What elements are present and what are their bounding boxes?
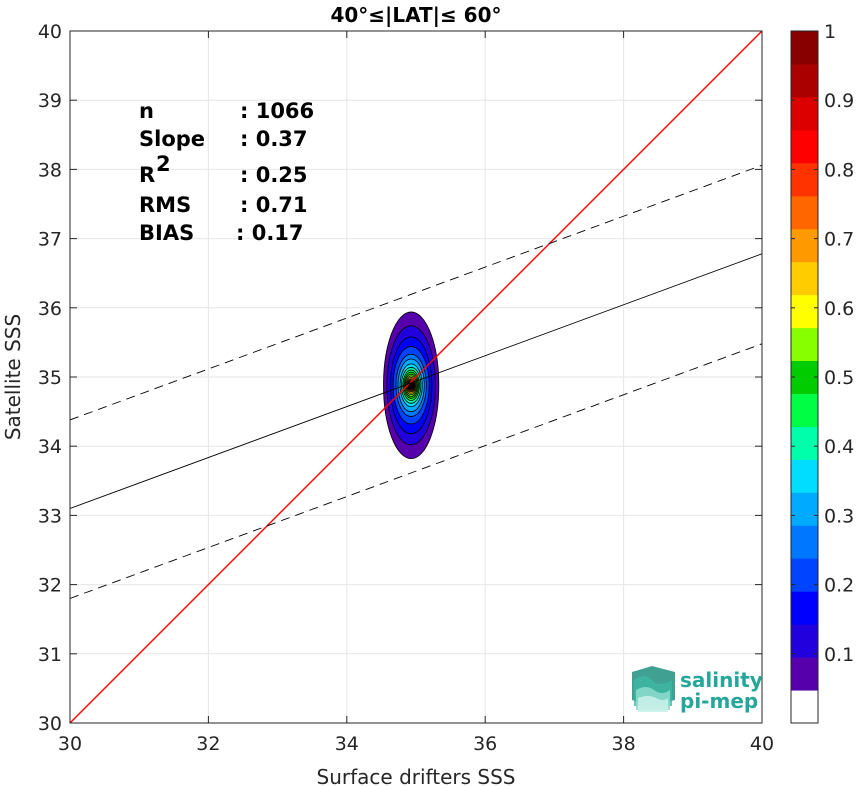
y-tick-label: 36 bbox=[38, 298, 62, 320]
colorbar-segment bbox=[791, 558, 818, 592]
x-tick-label: 38 bbox=[612, 733, 636, 755]
stat-label: RMS bbox=[139, 193, 191, 217]
stat-superscript: 2 bbox=[156, 152, 171, 176]
y-tick-label: 33 bbox=[38, 505, 62, 527]
colorbar-tick-label: 0.2 bbox=[824, 575, 854, 597]
x-tick-label: 32 bbox=[196, 733, 220, 755]
y-tick-label: 38 bbox=[38, 159, 62, 181]
waves-icon bbox=[632, 666, 675, 712]
colorbar-segment bbox=[791, 393, 818, 427]
colorbar-segment bbox=[791, 31, 818, 65]
stat-value: : 0.17 bbox=[236, 221, 304, 245]
x-axis-label: Surface drifters SSS bbox=[317, 765, 516, 786]
colorbar-segment bbox=[791, 228, 818, 263]
colorbar-segment bbox=[791, 195, 818, 230]
stat-value: : 0.37 bbox=[240, 127, 308, 151]
one-to-one-line bbox=[70, 31, 762, 723]
y-tick-label: 37 bbox=[38, 229, 62, 251]
colorbar bbox=[791, 31, 818, 724]
stat-value: : 1066 bbox=[240, 99, 314, 123]
y-axis-label: Satellite SSS bbox=[1, 314, 25, 440]
colorbar-segment bbox=[791, 96, 818, 131]
stat-value: : 0.25 bbox=[240, 163, 308, 187]
y-tick-label: 34 bbox=[38, 436, 62, 458]
lower-bound-line bbox=[70, 343, 762, 599]
colorbar-tick-label: 0.6 bbox=[824, 298, 854, 320]
y-axis-ticks: 30 31 32 33 34 35 36 37 38 39 40 bbox=[38, 21, 762, 735]
colorbar-tick-label: 0.1 bbox=[824, 644, 854, 666]
stat-label: Slope bbox=[139, 127, 205, 151]
colorbar-segment bbox=[791, 162, 818, 197]
colorbar-tick-label: 0.5 bbox=[824, 367, 854, 389]
y-tick-label: 35 bbox=[38, 367, 62, 389]
regression-line bbox=[70, 253, 762, 509]
x-axis-ticks: 30 32 34 36 38 40 bbox=[58, 31, 774, 755]
statistics-box: n : 1066 Slope : 0.37 R 2 : 0.25 RMS : 0.71 BIAS:… bbox=[139, 99, 314, 245]
y-tick-label: 40 bbox=[38, 21, 62, 43]
x-tick-label: 36 bbox=[473, 733, 497, 755]
colorbar-segment bbox=[791, 426, 818, 460]
colorbar-segment bbox=[791, 294, 818, 329]
colorbar-segment bbox=[791, 459, 818, 493]
colorbar-segment bbox=[791, 360, 818, 394]
colorbar-tick-label: 0.9 bbox=[824, 90, 854, 112]
colorbar-tick-label: 1 bbox=[824, 21, 836, 43]
colorbar-segment bbox=[791, 63, 818, 98]
colorbar-segment bbox=[791, 327, 818, 362]
x-tick-label: 30 bbox=[58, 733, 82, 755]
colorbar-segment bbox=[791, 690, 818, 724]
stat-label: R bbox=[139, 163, 155, 187]
colorbar-tick-label: 0.3 bbox=[824, 505, 854, 527]
colorbar-tick-label: 0.8 bbox=[824, 159, 854, 181]
stat-label: n bbox=[139, 99, 154, 123]
colorbar-segment bbox=[791, 624, 818, 658]
density-contour bbox=[410, 383, 413, 387]
logo-text-line2: pi-mep bbox=[680, 689, 758, 713]
colorbar-tick-label: 0.7 bbox=[824, 229, 854, 251]
colorbar-tick-label: 0.4 bbox=[824, 436, 854, 458]
salinity-pi-mep-logo: salinity pi-mep bbox=[632, 666, 763, 713]
upper-bound-line bbox=[70, 164, 762, 421]
colorbar-segment bbox=[791, 525, 818, 559]
colorbar-segment bbox=[791, 657, 818, 691]
y-tick-label: 32 bbox=[38, 575, 62, 597]
stat-label: BIAS bbox=[139, 221, 194, 245]
density-contours bbox=[383, 311, 440, 460]
x-tick-label: 40 bbox=[750, 733, 774, 755]
stat-value: : 0.71 bbox=[240, 193, 308, 217]
y-tick-label: 30 bbox=[38, 713, 62, 735]
reference-lines bbox=[70, 31, 762, 723]
y-tick-label: 39 bbox=[38, 90, 62, 112]
y-tick-label: 31 bbox=[38, 644, 62, 666]
logo-text-line1: salinity bbox=[680, 668, 763, 692]
chart-title: 40°≤|LAT|≤ 60° bbox=[330, 3, 501, 27]
colorbar-segment bbox=[791, 129, 818, 164]
colorbar-segment bbox=[791, 492, 818, 526]
colorbar-segment bbox=[791, 591, 818, 625]
colorbar-ticks: 0.1 0.2 0.3 0.4 0.5 0.6 0.7 0.8 0.9 1 bbox=[791, 21, 854, 666]
colorbar-segment bbox=[791, 261, 818, 296]
x-tick-label: 34 bbox=[335, 733, 359, 755]
